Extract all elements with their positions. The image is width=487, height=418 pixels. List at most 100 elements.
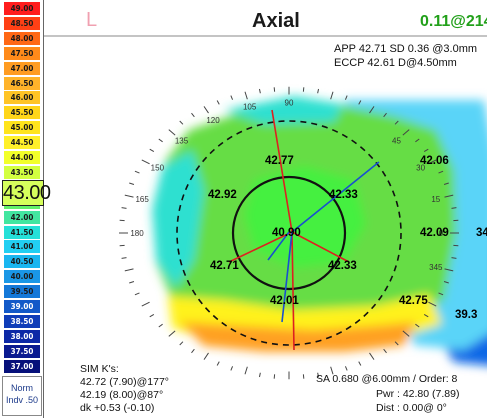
degree-tick	[330, 91, 334, 100]
degree-tick	[168, 129, 176, 136]
degree-tick	[438, 292, 444, 296]
degree-tick	[358, 100, 362, 105]
spherical-aberration-block: SA 0.680 @6.00mm / Order: 8 Pwr : 42.80 …	[316, 373, 459, 414]
heatmap	[152, 96, 487, 366]
sim-k-line-1: 42.72 (7.90)@177°	[80, 376, 169, 388]
reading-upper-right: 42.06	[420, 155, 449, 167]
scale-step: 43.50	[4, 165, 40, 179]
degree-label: 120	[206, 116, 220, 125]
degree-tick	[244, 366, 248, 375]
degree-tick	[415, 138, 420, 143]
blue-meridian	[291, 161, 380, 233]
degree-tick	[369, 352, 375, 360]
degree-tick	[149, 313, 155, 318]
degree-tick	[244, 91, 248, 100]
scale-step: 41.50	[4, 225, 40, 239]
eye-marker: L	[86, 9, 97, 31]
degree-tick	[129, 182, 135, 185]
degree-tick	[369, 106, 375, 114]
stats-line-2: ECCP 42.61 D@4.50mm	[334, 57, 457, 69]
outer-dashed-ring	[176, 120, 402, 346]
degree-tick	[134, 170, 140, 174]
degree-tick	[124, 194, 134, 198]
degree-tick	[444, 194, 454, 198]
degree-tick	[203, 352, 209, 360]
degree-tick	[428, 159, 437, 165]
scale-step: 45.00	[4, 121, 40, 135]
degree-tick	[394, 341, 399, 346]
scale-mode-button[interactable]: Norm Indv .50	[2, 376, 42, 416]
degree-tick	[330, 366, 334, 375]
pwr-line: Pwr : 42.80 (7.89)	[376, 388, 459, 400]
reading-inner-right-top: 42.33	[329, 189, 358, 201]
scale-step: 46.00	[4, 91, 40, 105]
degree-tick	[216, 100, 220, 105]
scale-step: 47.00	[4, 61, 40, 75]
scale-step: 37.00	[4, 359, 40, 373]
degree-label: 45	[392, 137, 401, 146]
degree-tick	[451, 257, 457, 259]
scale-step: 42.00	[4, 210, 40, 224]
reading-lower-right: 42.75	[399, 295, 428, 307]
degree-tick	[230, 366, 234, 371]
degree-tick	[141, 159, 150, 165]
degree-tick	[344, 366, 348, 371]
reading-upper-left: 42.92	[208, 189, 237, 201]
reading-right: 42.09	[420, 227, 449, 239]
scale-step: 40.50	[4, 255, 40, 269]
degree-tick	[358, 361, 362, 366]
degree-tick	[383, 112, 387, 118]
scale-step: 48.00	[4, 31, 40, 45]
sa-line: SA 0.680 @6.00mm / Order: 8	[316, 373, 458, 385]
degree-tick	[428, 301, 437, 307]
reading-lower-left: 42.71	[210, 260, 239, 272]
map-title: Axial	[252, 10, 300, 32]
degree-tick	[443, 182, 449, 185]
scale-step: 45.50	[4, 106, 40, 120]
stats-line-1: APP 42.71 SD 0.36 @3.0mm	[334, 43, 477, 55]
scale-step: 48.50	[4, 16, 40, 30]
red-meridian	[228, 231, 293, 263]
degree-tick	[158, 323, 163, 328]
scale-step: 39.00	[4, 300, 40, 313]
degree-tick	[344, 95, 348, 100]
degree-tick	[317, 88, 320, 94]
degree-tick	[191, 348, 195, 354]
degree-tick	[383, 348, 387, 354]
axial-map[interactable]: L Axial 0.11@214 APP 42.71 SD 0.36 @3.0m…	[44, 0, 487, 418]
degree-tick	[402, 330, 410, 337]
degree-tick	[134, 292, 140, 296]
cyan-top-region	[224, 96, 344, 124]
scale-step: 37.50	[4, 344, 40, 358]
sim-k-title: SIM K's:	[80, 363, 119, 375]
scale-step: 44.50	[4, 136, 40, 150]
map-readings: 42.77 42.06 42.92 42.33 40.90 42.09 34 4…	[208, 155, 487, 321]
norm-label: Norm	[11, 383, 33, 393]
degree-label: 30	[416, 164, 425, 173]
degree-label: 15	[431, 195, 440, 204]
degree-tick	[168, 330, 176, 337]
bright-green-region	[244, 166, 366, 268]
degree-label: 0	[439, 229, 444, 238]
red-meridian	[291, 231, 350, 263]
blue-meridian	[281, 231, 293, 323]
scale-step: 38.00	[4, 329, 40, 343]
reading-inner-right-bottom: 42.33	[328, 260, 357, 272]
degree-tick	[230, 95, 234, 100]
degree-label: 90	[285, 98, 294, 107]
degree-tick	[121, 257, 127, 259]
degree-label: 345	[429, 263, 443, 272]
degree-tick	[443, 281, 449, 284]
degree-tick	[216, 361, 220, 366]
sim-k-line-3: dk +0.53 (-0.10)	[80, 402, 154, 414]
degree-tick	[179, 120, 184, 125]
indv-label: Indv .50	[5, 395, 39, 405]
degree-tick	[451, 207, 457, 209]
reading-bottom: 42.01	[270, 295, 299, 307]
degree-tick	[258, 372, 261, 378]
degree-label: 180	[130, 229, 144, 238]
degree-tick	[444, 268, 454, 272]
degree-tick	[141, 301, 150, 307]
degree-label: 150	[151, 164, 165, 173]
